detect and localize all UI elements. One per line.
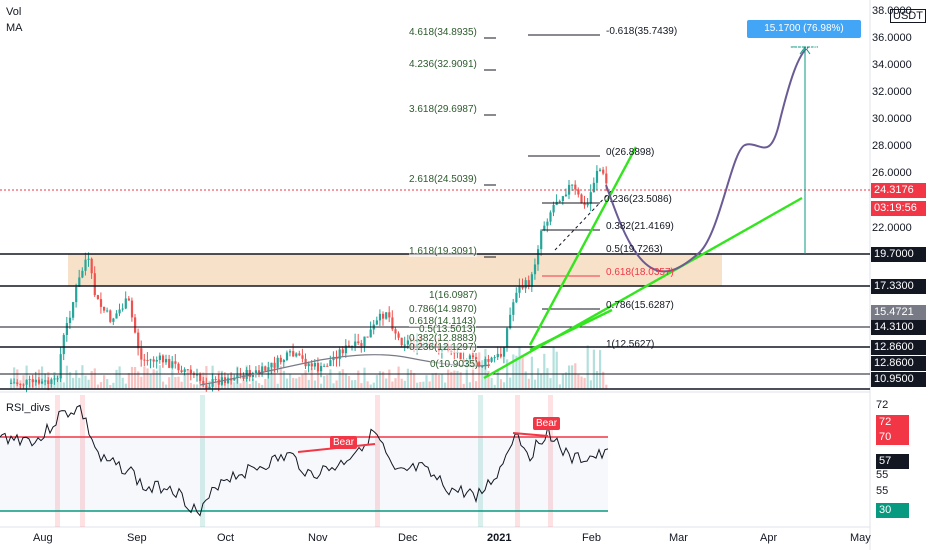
rsi-axis-label: 72 bbox=[876, 415, 909, 430]
price-axis-label: 28.0000 bbox=[872, 140, 912, 152]
fib-extension-label: 0.786(14.9870) bbox=[409, 304, 477, 315]
price-axis-label: 26.0000 bbox=[872, 167, 912, 179]
rsi-band bbox=[0, 437, 608, 511]
time-axis-label: Oct bbox=[217, 532, 235, 544]
fib-extension-label: 1.618(19.3091) bbox=[409, 246, 477, 257]
fib-retracement-levels bbox=[528, 34, 600, 348]
fib-extension-label: 1(16.0987) bbox=[429, 290, 478, 301]
fib-extension-label: 0.5(13.5013) bbox=[419, 324, 476, 335]
time-axis-label: Dec bbox=[398, 532, 418, 544]
rsi-axis-label: 55 bbox=[876, 469, 889, 481]
bear-divergence-2 bbox=[512, 432, 549, 437]
fib-retracement-label: 0.786(15.6287) bbox=[606, 300, 674, 311]
currency-label[interactable]: USDT bbox=[890, 9, 926, 23]
projection-path bbox=[605, 46, 809, 273]
fib-retracement-label: 0.382(21.4169) bbox=[606, 221, 674, 232]
fib-retracement-label: 0.618(18.0357) bbox=[606, 267, 674, 278]
price-tag: 03:19:56 bbox=[871, 201, 926, 216]
fib-retracement-label: 0.5(19.7263) bbox=[606, 244, 663, 255]
price-axis-label: 30.0000 bbox=[872, 113, 912, 125]
trend-line-lower bbox=[483, 196, 803, 380]
fib-extension-label: 2.618(24.5039) bbox=[409, 174, 477, 185]
price-axis-label: 38.0000 bbox=[872, 5, 912, 17]
trend-lines bbox=[483, 146, 803, 380]
time-axis-label: May bbox=[850, 532, 871, 544]
rsi-line bbox=[0, 404, 609, 517]
rsi-axis-label: 57 bbox=[876, 454, 909, 469]
time-axis-label: Feb bbox=[582, 532, 601, 544]
price-axis-label: 22.0000 bbox=[872, 222, 912, 234]
price-axis-label: 34.0000 bbox=[872, 59, 912, 71]
fib-retracement-label: 1(12.5627) bbox=[606, 339, 655, 350]
rsi-axis-label: 72 bbox=[876, 399, 889, 411]
trend-line-dashed bbox=[554, 189, 613, 251]
fib-retracement-label: 0(26.8898) bbox=[606, 147, 655, 158]
rsi-highlight-bars bbox=[55, 395, 553, 527]
fib-extension-label: 0.236(12.1297) bbox=[409, 342, 477, 353]
rsi-axis-label: 55 bbox=[876, 485, 889, 497]
time-axis-label: Nov bbox=[308, 532, 328, 544]
fib-extension-label: 3.618(29.6987) bbox=[409, 104, 477, 115]
fib-extension-label: 4.236(32.9091) bbox=[409, 59, 477, 70]
supply-zone bbox=[68, 254, 722, 286]
time-axis-label: Apr bbox=[760, 532, 778, 544]
volume-bars bbox=[10, 345, 608, 389]
rsi-axis-label: 70 bbox=[876, 430, 909, 445]
price-axis-label: 36.0000 bbox=[872, 32, 912, 44]
bear-label-1: Bear bbox=[330, 436, 358, 449]
fib-extension-label: 0.382(12.8883) bbox=[409, 333, 477, 344]
volume-legend[interactable]: Vol bbox=[6, 6, 22, 18]
price-tag: 14.3100 bbox=[871, 320, 926, 335]
price-tag: 12.8600 bbox=[871, 340, 926, 355]
fib-retracement-label: 0.236(23.5086) bbox=[604, 194, 672, 205]
price-tag: 15.4721 bbox=[871, 305, 926, 320]
price-tag: 12.8600 bbox=[871, 356, 926, 371]
rsi-legend[interactable]: RSI_divs bbox=[6, 402, 51, 414]
trend-line-mid bbox=[529, 308, 613, 352]
time-axis-label: Sep bbox=[127, 532, 147, 544]
time-axis-label: 2021 bbox=[487, 532, 512, 544]
fib-extension-label: 0.618(14.1143) bbox=[409, 316, 477, 327]
price-tag: 17.3300 bbox=[871, 279, 926, 294]
bear-label-2: Bear bbox=[533, 417, 561, 430]
price-axis-label: 32.0000 bbox=[872, 86, 912, 98]
rsi-axis-label: 30 bbox=[876, 503, 909, 518]
fib-extension-label: 0(10.9035) bbox=[430, 359, 479, 370]
ma-legend[interactable]: MA bbox=[6, 22, 23, 34]
trend-line-upper bbox=[528, 146, 638, 346]
price-tag: 10.9500 bbox=[871, 372, 926, 387]
price-tag: 19.7000 bbox=[871, 247, 926, 262]
time-axis-label: Aug bbox=[33, 532, 53, 544]
measure-label[interactable]: 15.1700 (76.98%) 151700 bbox=[747, 20, 861, 52]
time-axis-label: Mar bbox=[669, 532, 688, 544]
fib-retracement-label: -0.618(35.7439) bbox=[606, 26, 678, 37]
fib-extension-levels bbox=[484, 37, 496, 258]
fib-extension-label: 4.618(34.8935) bbox=[409, 27, 477, 38]
price-tag: 24.3176 bbox=[871, 183, 926, 198]
